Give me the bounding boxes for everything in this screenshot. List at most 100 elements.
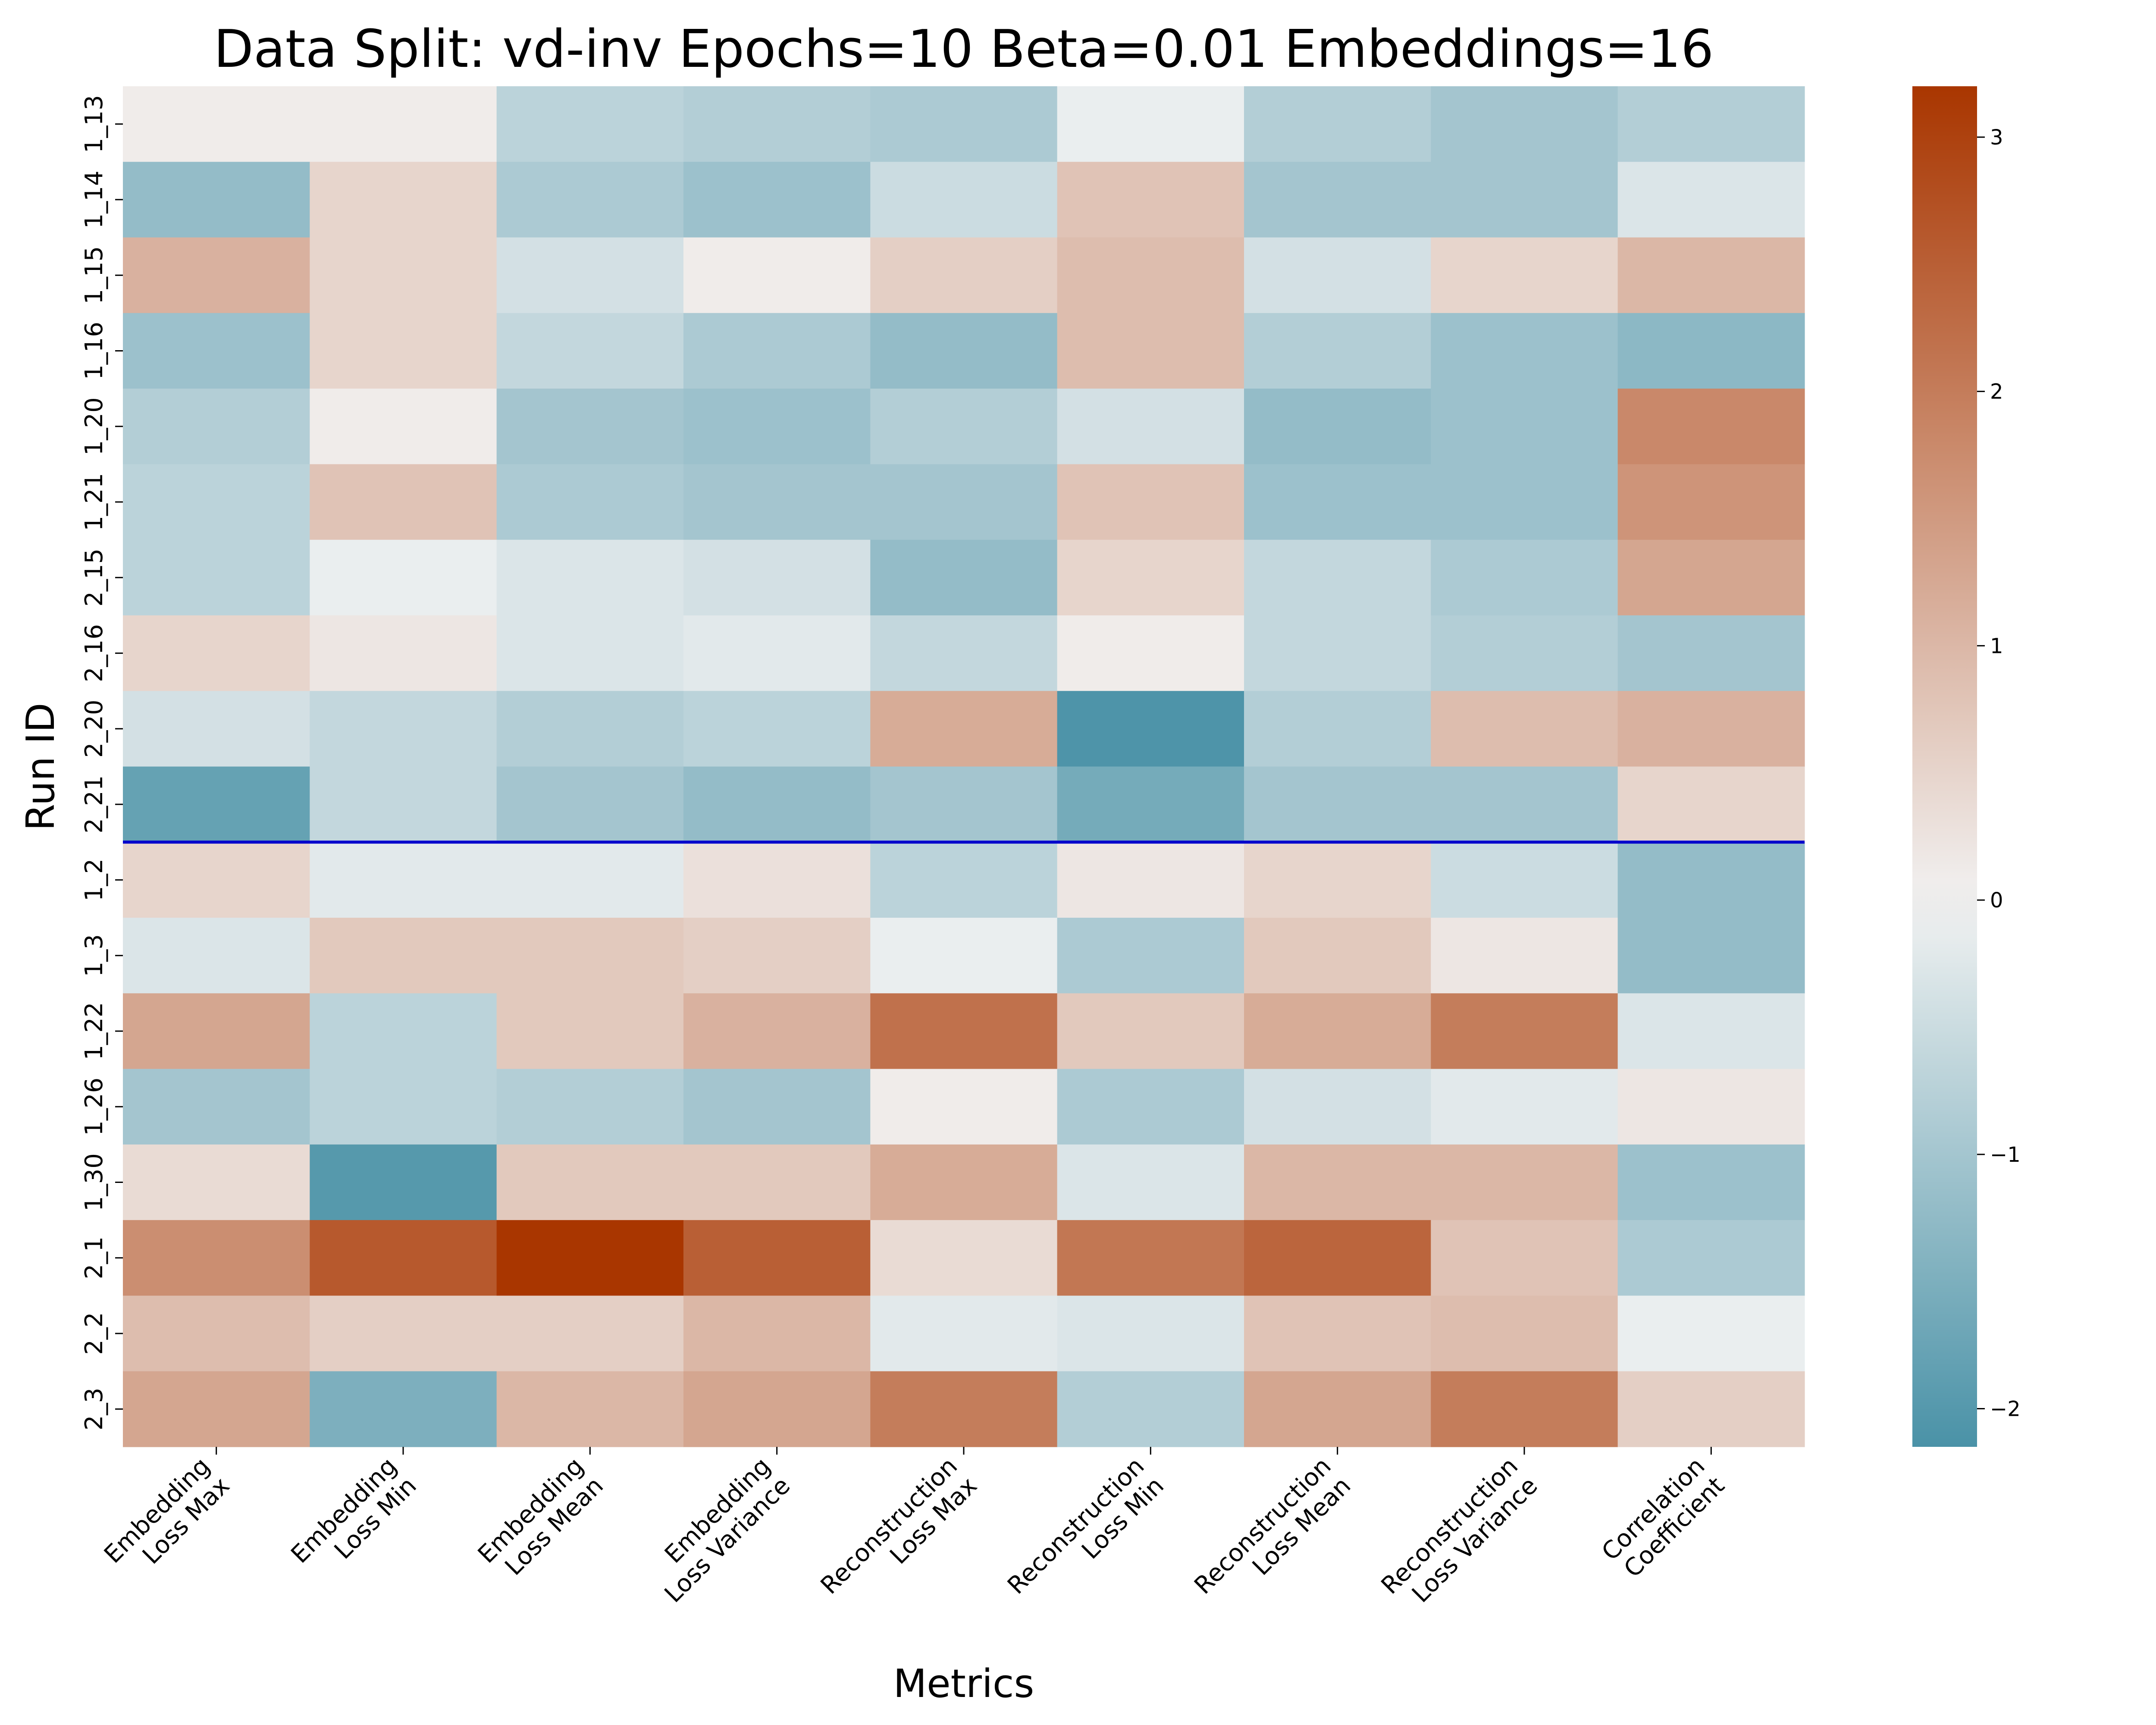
heatmap-cell-1_22-col3	[496, 993, 684, 1070]
heatmap-cell-1_26-col7	[1244, 1069, 1431, 1145]
y-tick-label: 2_20	[80, 699, 108, 758]
heatmap-cell-1_30-col9	[1617, 1144, 1805, 1220]
heatmap-cell-1_13-col2	[310, 86, 497, 162]
heatmap-cell-1_30-col2	[310, 1144, 497, 1220]
heatmap-cell-1_30-col3	[496, 1144, 684, 1220]
chart-title: Data Split: vd-inv Epochs=10 Beta=0.01 E…	[214, 19, 1714, 79]
heatmap-cell-1_26-col8	[1431, 1069, 1618, 1145]
x-tick-label: ReconstructionLoss Mean	[1189, 1452, 1356, 1619]
heatmap-cell-1_2-col2	[310, 842, 497, 918]
heatmap-cell-1_16-col1	[123, 313, 310, 389]
heatmap-cell-2_2-col3	[496, 1295, 684, 1372]
colorbar-tick-label: 1	[1990, 634, 2003, 658]
heatmap-cell-1_22-col4	[683, 993, 871, 1070]
heatmap-cell-2_2-col2	[310, 1295, 497, 1372]
heatmap-cell-1_13-col4	[683, 86, 871, 162]
y-tick-label: 2_2	[80, 1312, 108, 1355]
heatmap-cell-2_3-col5	[870, 1371, 1058, 1447]
heatmap-cell-1_16-col7	[1244, 313, 1431, 389]
heatmap-cell-1_20-col6	[1057, 389, 1244, 464]
heatmap-cell-1_2-col5	[870, 842, 1058, 918]
x-axis-ticks: EmbeddingLoss Max EmbeddingLoss Min Embedd…	[99, 1447, 1730, 1619]
heatmap-cell-1_16-col8	[1431, 313, 1618, 389]
heatmap-cell-2_16-col3	[496, 615, 684, 691]
heatmap-cell-1_15-col3	[496, 237, 684, 314]
y-axis-label: Run ID	[18, 703, 63, 831]
heatmap-cell-1_22-col1	[123, 993, 310, 1070]
heatmap-cell-1_21-col9	[1617, 464, 1805, 540]
heatmap-cell-1_30-col6	[1057, 1144, 1244, 1220]
heatmap-cell-1_16-col3	[496, 313, 684, 389]
heatmap-cell-1_22-col8	[1431, 993, 1618, 1070]
heatmap-cell-1_15-col7	[1244, 237, 1431, 314]
heatmap-cell-1_30-col1	[123, 1144, 310, 1220]
heatmap-cell-2_1-col4	[683, 1220, 871, 1296]
heatmap-cell-1_21-col2	[310, 464, 497, 540]
heatmap-cell-2_1-col9	[1617, 1220, 1805, 1296]
y-tick-label: 2_3	[80, 1388, 108, 1430]
heatmap-cell-1_13-col8	[1431, 86, 1618, 162]
y-tick-label: 2_16	[80, 624, 108, 682]
heatmap-cell-2_21-col7	[1244, 766, 1431, 843]
heatmap-cell-1_2-col4	[683, 842, 871, 918]
heatmap-cell-2_2-col7	[1244, 1295, 1431, 1372]
heatmap-cell-1_26-col1	[123, 1069, 310, 1145]
x-tick-label: EmbeddingLoss Variance	[639, 1452, 796, 1608]
heatmap-cell-1_26-col6	[1057, 1069, 1244, 1145]
heatmap-cell-1_3-col9	[1617, 918, 1805, 994]
heatmap-cell-1_3-col8	[1431, 918, 1618, 994]
heatmap-cell-2_20-col3	[496, 691, 684, 767]
heatmap-cell-1_21-col8	[1431, 464, 1618, 540]
colorbar-tick-label: 3	[1990, 125, 2003, 150]
y-tick-label: 1_15	[80, 246, 108, 304]
heatmap-cell-2_15-col5	[870, 539, 1058, 616]
heatmap-cell-1_14-col1	[123, 162, 310, 238]
heatmap-cell-2_21-col5	[870, 766, 1058, 843]
heatmap-cell-1_3-col6	[1057, 918, 1244, 994]
heatmap-cell-1_13-col1	[123, 86, 310, 162]
heatmap-cell-2_16-col9	[1617, 615, 1805, 691]
heatmap-cell-1_3-col7	[1244, 918, 1431, 994]
heatmap-cell-2_15-col7	[1244, 539, 1431, 616]
heatmap-cell-2_3-col8	[1431, 1371, 1618, 1447]
heatmap-cell-1_16-col2	[310, 313, 497, 389]
colorbar-gradient	[1912, 86, 1977, 1447]
heatmap-cell-2_15-col9	[1617, 539, 1805, 616]
heatmap-cell-1_14-col5	[870, 162, 1058, 238]
heatmap-cell-2_21-col4	[683, 766, 871, 843]
heatmap-cell-2_15-col4	[683, 539, 871, 616]
heatmap-cell-1_2-col3	[496, 842, 684, 918]
heatmap-cell-1_3-col2	[310, 918, 497, 994]
heatmap-cell-1_20-col1	[123, 389, 310, 464]
heatmap-cell-1_14-col8	[1431, 162, 1618, 238]
heatmap-cell-1_15-col9	[1617, 237, 1805, 314]
x-tick-label: CorrelationCoefficient	[1596, 1452, 1730, 1586]
y-tick-label: 1_26	[80, 1078, 108, 1136]
heatmap-cell-1_2-col6	[1057, 842, 1244, 918]
heatmap-cell-2_16-col8	[1431, 615, 1618, 691]
heatmap-cell-2_2-col6	[1057, 1295, 1244, 1372]
heatmap-cell-1_14-col3	[496, 162, 684, 238]
heatmap-cell-1_2-col1	[123, 842, 310, 918]
heatmap-cell-1_16-col5	[870, 313, 1058, 389]
heatmap-cell-1_14-col7	[1244, 162, 1431, 238]
colorbar-tick-label: 2	[1990, 380, 2003, 404]
heatmap-cell-2_1-col5	[870, 1220, 1058, 1296]
heatmap-cell-2_21-col6	[1057, 766, 1244, 843]
y-tick-label: 1_21	[80, 473, 108, 531]
heatmap-cell-1_13-col6	[1057, 86, 1244, 162]
y-tick-label: 1_22	[80, 1002, 108, 1060]
x-tick-label: EmbeddingLoss Mean	[473, 1452, 609, 1588]
heatmap-cell-2_3-col4	[683, 1371, 871, 1447]
heatmap-cell-2_1-col8	[1431, 1220, 1618, 1296]
heatmap-cell-1_21-col1	[123, 464, 310, 540]
heatmap-cell-2_20-col6	[1057, 691, 1244, 767]
heatmap-cell-2_2-col1	[123, 1295, 310, 1372]
heatmap-cell-1_20-col8	[1431, 389, 1618, 464]
y-tick-label: 2_1	[80, 1236, 108, 1279]
heatmap-cell-1_16-col9	[1617, 313, 1805, 389]
heatmap-cell-2_16-col7	[1244, 615, 1431, 691]
heatmap-cell-1_22-col5	[870, 993, 1058, 1070]
x-tick-label: EmbeddingLoss Min	[286, 1452, 422, 1588]
